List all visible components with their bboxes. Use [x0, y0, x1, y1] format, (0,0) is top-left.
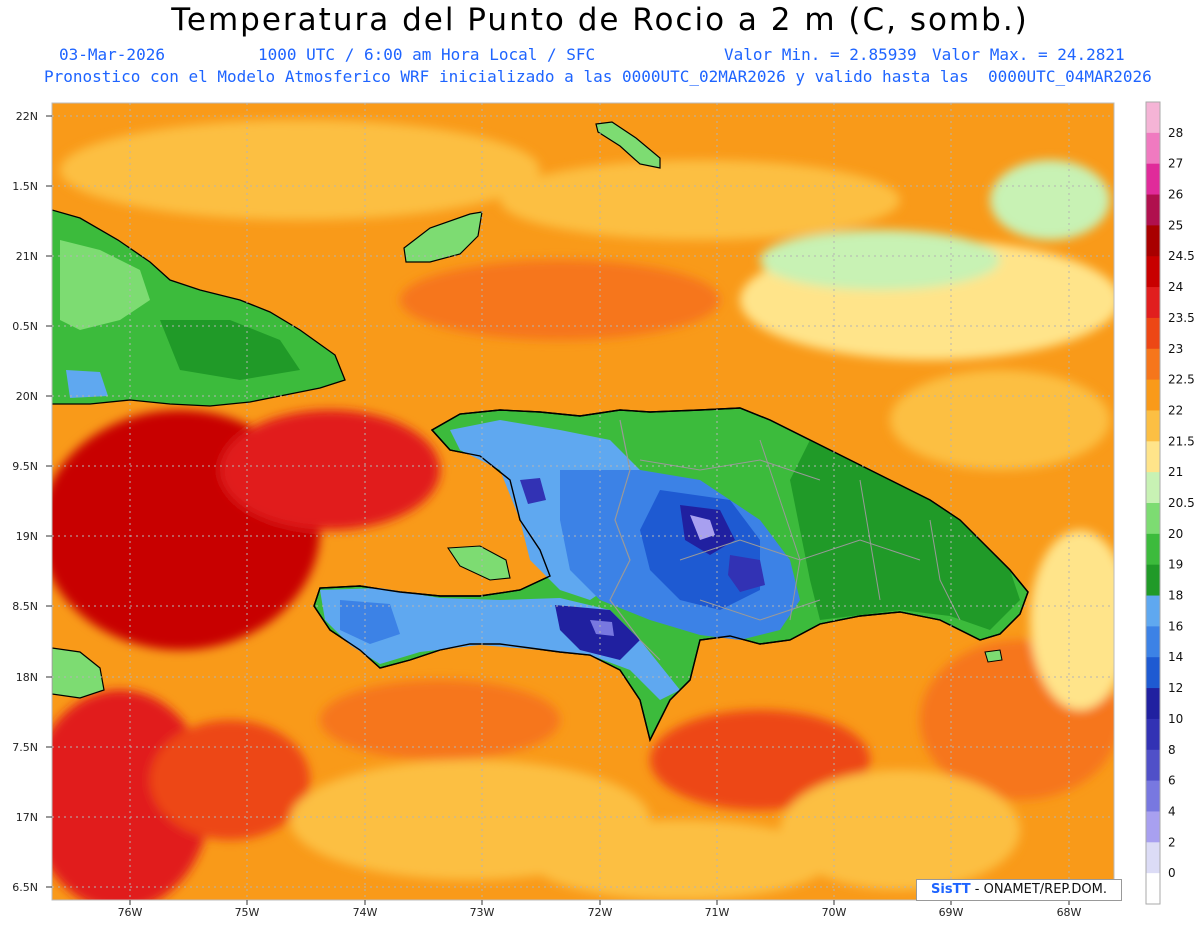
credit-box: SisTT - ONAMET/REP.DOM.: [916, 879, 1122, 901]
jamaica-landmass: [52, 647, 105, 699]
colorbar-label: 14: [1168, 650, 1183, 664]
saona-island: [984, 649, 1003, 663]
colorbar-swatch: [1146, 225, 1160, 257]
colorbar-label: 6: [1168, 774, 1176, 788]
lat-label: 1.5N: [12, 180, 38, 193]
colorbar-swatch: [1146, 163, 1160, 196]
colorbar-swatch: [1146, 287, 1160, 319]
colorbar-swatch: [1146, 379, 1160, 411]
colorbar-swatch: [1146, 811, 1160, 843]
colorbar-label: 25: [1168, 218, 1183, 232]
colorbar-label: 0: [1168, 866, 1176, 880]
colorbar-label: 10: [1168, 712, 1183, 726]
gonave-island: [447, 545, 511, 581]
lat-label: 20N: [16, 390, 38, 403]
colorbar-swatch: [1146, 842, 1160, 874]
colorbar-frame: [1145, 101, 1161, 905]
colorbar-label: 23: [1168, 342, 1183, 356]
colorbar-swatch: [1146, 626, 1160, 658]
credit-text: - ONAMET/REP.DOM.: [970, 882, 1107, 897]
graticule: [52, 103, 1114, 900]
lon-label: 71W: [705, 906, 730, 919]
lon-label: 69W: [939, 906, 964, 919]
colorbar-swatch: [1146, 533, 1160, 566]
lat-label: 19N: [16, 530, 38, 543]
latitude-axis: 22N 1.5N 21N 0.5N 20N 9.5N 19N 8.5N 18N …: [12, 110, 52, 894]
colorbar-swatch: [1146, 595, 1160, 627]
colorbar-label: 18: [1168, 589, 1183, 603]
lat-label: 6.5N: [12, 881, 38, 894]
lon-label: 76W: [118, 906, 143, 919]
lon-label: 72W: [588, 906, 613, 919]
lon-label: 68W: [1057, 906, 1082, 919]
colorbar-label: 27: [1168, 157, 1183, 171]
colorbar-swatch: [1146, 348, 1160, 381]
min-value: Valor Min. = 2.85939: [724, 45, 917, 64]
colorbar-swatch: [1146, 564, 1160, 597]
cuba-landmass: [52, 209, 346, 407]
map-title: Temperatura del Punto de Rocio a 2 m (C,…: [171, 2, 1029, 38]
sea-texture: [52, 120, 1114, 900]
colorbar-swatch: [1146, 503, 1160, 535]
colorbar-label: 24.5: [1168, 249, 1195, 263]
colorbar-swatch: [1146, 688, 1160, 720]
turks-caicos-islands: [595, 121, 661, 169]
lon-label: 74W: [353, 906, 378, 919]
lat-label: 8.5N: [12, 600, 38, 613]
colorbar: 2827262524.52423.52322.52221.52120.52019…: [1145, 101, 1195, 905]
plot-frame: [51, 102, 1115, 901]
sistt-logo: SisTT: [931, 882, 971, 897]
colorbar-swatch: [1146, 472, 1160, 504]
colorbar-label: 21: [1168, 465, 1183, 479]
colorbar-label: 26: [1168, 188, 1183, 202]
lat-label: 22N: [16, 110, 38, 123]
lat-label: 7.5N: [12, 741, 38, 754]
colorbar-label: 4: [1168, 804, 1176, 818]
colorbar-label: 24: [1168, 280, 1183, 294]
hispaniola-landmass: [313, 407, 1029, 743]
colorbar-swatch: [1146, 410, 1160, 442]
colorbar-swatch: [1146, 780, 1160, 812]
lon-label: 70W: [822, 906, 847, 919]
colorbar-swatch: [1146, 132, 1160, 165]
colorbar-swatch: [1146, 749, 1160, 782]
colorbar-label: 23.5: [1168, 311, 1195, 325]
colorbar-label: 2: [1168, 835, 1176, 849]
colorbar-swatch: [1146, 873, 1160, 905]
lat-label: 0.5N: [12, 320, 38, 333]
colorbar-swatch: [1146, 317, 1160, 350]
lat-label: 21N: [16, 250, 38, 263]
lon-label: 73W: [470, 906, 495, 919]
great-inagua-island: [403, 211, 483, 263]
colorbar-swatch: [1146, 718, 1160, 751]
lon-label: 75W: [235, 906, 260, 919]
colorbar-swatch: [1146, 657, 1160, 689]
colorbar-swatch: [1146, 256, 1160, 288]
colorbar-label: 22: [1168, 403, 1183, 417]
colorbar-label: 12: [1168, 681, 1183, 695]
colorbar-label: 16: [1168, 619, 1183, 633]
colorbar-label: 20: [1168, 527, 1183, 541]
colorbar-label: 22.5: [1168, 373, 1195, 387]
lat-label: 9.5N: [12, 460, 38, 473]
colorbar-swatch: [1146, 102, 1160, 134]
max-value: Valor Max. = 24.2821: [932, 45, 1125, 64]
model-info: Pronostico con el Modelo Atmosferico WRF…: [44, 67, 1152, 86]
colorbar-label: 21.5: [1168, 434, 1195, 448]
colorbar-swatch: [1146, 441, 1160, 473]
lat-label: 18N: [16, 671, 38, 684]
colorbar-label: 19: [1168, 558, 1183, 572]
colorbar-swatch: [1146, 194, 1160, 226]
plot-area: [52, 103, 1114, 900]
forecast-time: 1000 UTC / 6:00 am Hora Local / SFC: [258, 45, 596, 64]
longitude-axis: 76W 75W 74W 73W 72W 71W 70W 69W 68W: [118, 900, 1082, 919]
colorbar-label: 20.5: [1168, 496, 1195, 510]
lat-label: 17N: [16, 811, 38, 824]
colorbar-label: 28: [1168, 126, 1183, 140]
forecast-date: 03-Mar-2026: [59, 45, 165, 64]
colorbar-label: 8: [1168, 743, 1176, 757]
